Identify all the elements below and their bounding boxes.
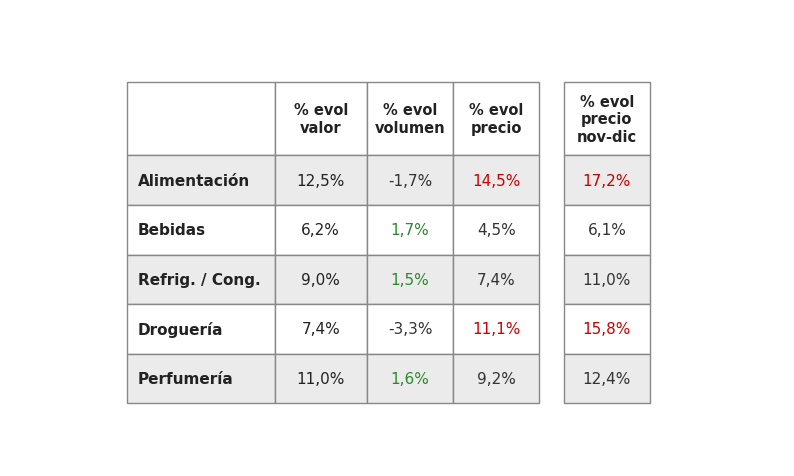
Bar [275,354,367,404]
Bar [127,354,275,404]
Text: 7,4%: 7,4% [476,272,515,287]
Bar [275,156,367,206]
Bar [564,255,650,305]
Text: Droguería: Droguería [138,321,224,337]
Bar [127,255,275,305]
Bar [367,83,453,156]
Text: 14,5%: 14,5% [472,173,520,188]
Bar [564,354,650,404]
Text: % evol
precio
nov-dic: % evol precio nov-dic [577,95,637,144]
Bar [453,156,539,206]
Bar [367,354,453,404]
Text: 11,1%: 11,1% [472,322,520,337]
Text: % evol
valor: % evol valor [294,103,348,136]
Bar [453,83,539,156]
Bar [275,83,367,156]
Bar [127,206,275,255]
Text: 9,0%: 9,0% [302,272,340,287]
Text: 11,0%: 11,0% [583,272,631,287]
Bar [453,206,539,255]
Text: 7,4%: 7,4% [302,322,340,337]
Text: 1,6%: 1,6% [391,371,430,386]
Text: Alimentación: Alimentación [138,173,250,188]
Text: 17,2%: 17,2% [583,173,631,188]
Bar [564,156,650,206]
Text: -3,3%: -3,3% [387,322,432,337]
Text: 15,8%: 15,8% [583,322,631,337]
Bar [367,305,453,354]
Bar [367,156,453,206]
Text: 11,0%: 11,0% [297,371,345,386]
Bar [453,305,539,354]
Text: 9,2%: 9,2% [476,371,515,386]
Bar [453,255,539,305]
Text: 6,2%: 6,2% [302,223,340,238]
Text: -1,7%: -1,7% [388,173,432,188]
Text: Refrig. / Cong.: Refrig. / Cong. [138,272,260,287]
Text: 1,7%: 1,7% [391,223,430,238]
Text: 4,5%: 4,5% [476,223,515,238]
Bar [127,83,275,156]
Text: % evol
precio: % evol precio [469,103,523,136]
Bar [275,206,367,255]
Bar [127,305,275,354]
Text: % evol
volumen: % evol volumen [375,103,445,136]
Bar [453,354,539,404]
Text: Perfumería: Perfumería [138,371,233,386]
Text: 12,5%: 12,5% [297,173,345,188]
Text: 1,5%: 1,5% [391,272,430,287]
Bar [564,206,650,255]
Bar [564,83,650,156]
Bar [275,305,367,354]
Bar [275,255,367,305]
Text: Bebidas: Bebidas [138,223,206,238]
Bar [127,156,275,206]
Bar [564,305,650,354]
Text: 6,1%: 6,1% [588,223,626,238]
Bar [367,255,453,305]
Bar [367,206,453,255]
Text: 12,4%: 12,4% [583,371,631,386]
